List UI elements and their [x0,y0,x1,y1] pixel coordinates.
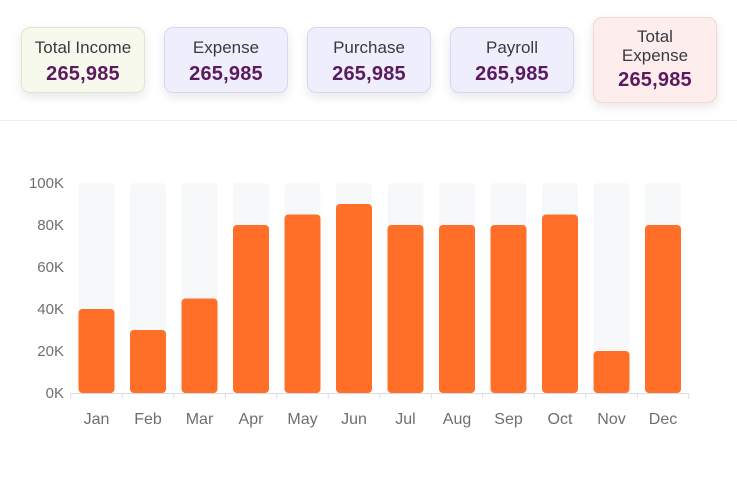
x-tick-label: Jun [341,411,367,428]
card-total-income[interactable]: Total Income 265,985 [21,27,145,93]
bar-oct[interactable] [542,214,578,394]
x-tick-label: Mar [186,411,214,428]
bar-feb[interactable] [130,330,166,393]
card-purchase[interactable]: Purchase 265,985 [307,27,431,93]
bar-jan[interactable] [78,309,115,393]
bar-track [593,183,630,393]
y-tick-label: 20K [37,343,64,360]
bar-may[interactable] [284,214,321,394]
card-value: 265,985 [618,69,692,91]
x-tick-label: Feb [134,411,162,428]
card-expense[interactable]: Expense 265,985 [164,27,288,93]
y-tick-label: 100K [29,175,64,192]
y-tick-label: 80K [37,217,64,234]
bar-apr[interactable] [233,225,269,393]
bar-jun[interactable] [336,204,372,393]
card-total-expense[interactable]: Total Expense 265,985 [593,17,717,103]
x-tick-label: Nov [597,411,625,428]
y-tick-label: 40K [37,301,64,318]
card-value: 265,985 [332,63,406,85]
card-label: Total Income [34,38,132,57]
x-tick-label: Jul [395,411,415,428]
x-tick-label: Dec [649,411,677,428]
card-label: Expense [192,38,260,57]
x-tick-label: May [287,411,317,428]
card-label: Purchase [333,38,405,57]
monthly-bar-chart: 0K 20K 40K 60K 80K 100K Jan Feb Mar Apr May Jun Jul A… [29,175,690,428]
bar-mar[interactable] [181,298,218,394]
y-tick-label: 0K [46,385,64,402]
x-tick-label: Sep [494,411,523,428]
card-label: Payroll [486,38,538,57]
card-value: 265,985 [475,63,549,85]
bar-aug[interactable] [439,225,475,393]
card-payroll[interactable]: Payroll 265,985 [450,27,574,93]
y-tick-label: 60K [37,259,64,276]
card-label: Total Expense [621,27,689,65]
bar-sep[interactable] [490,225,527,393]
x-tick-label: Oct [548,411,573,428]
card-value: 265,985 [46,63,120,85]
x-tick-label: Apr [239,411,265,428]
bar-nov[interactable] [593,351,630,393]
x-tick-label: Jan [84,411,110,428]
summary-cards: Total Income 265,985 Expense 265,985 Pur… [0,0,737,121]
bar-dec[interactable] [645,225,681,393]
x-tick-label: Aug [443,411,471,428]
bar-jul[interactable] [387,225,424,393]
card-value: 265,985 [189,63,263,85]
